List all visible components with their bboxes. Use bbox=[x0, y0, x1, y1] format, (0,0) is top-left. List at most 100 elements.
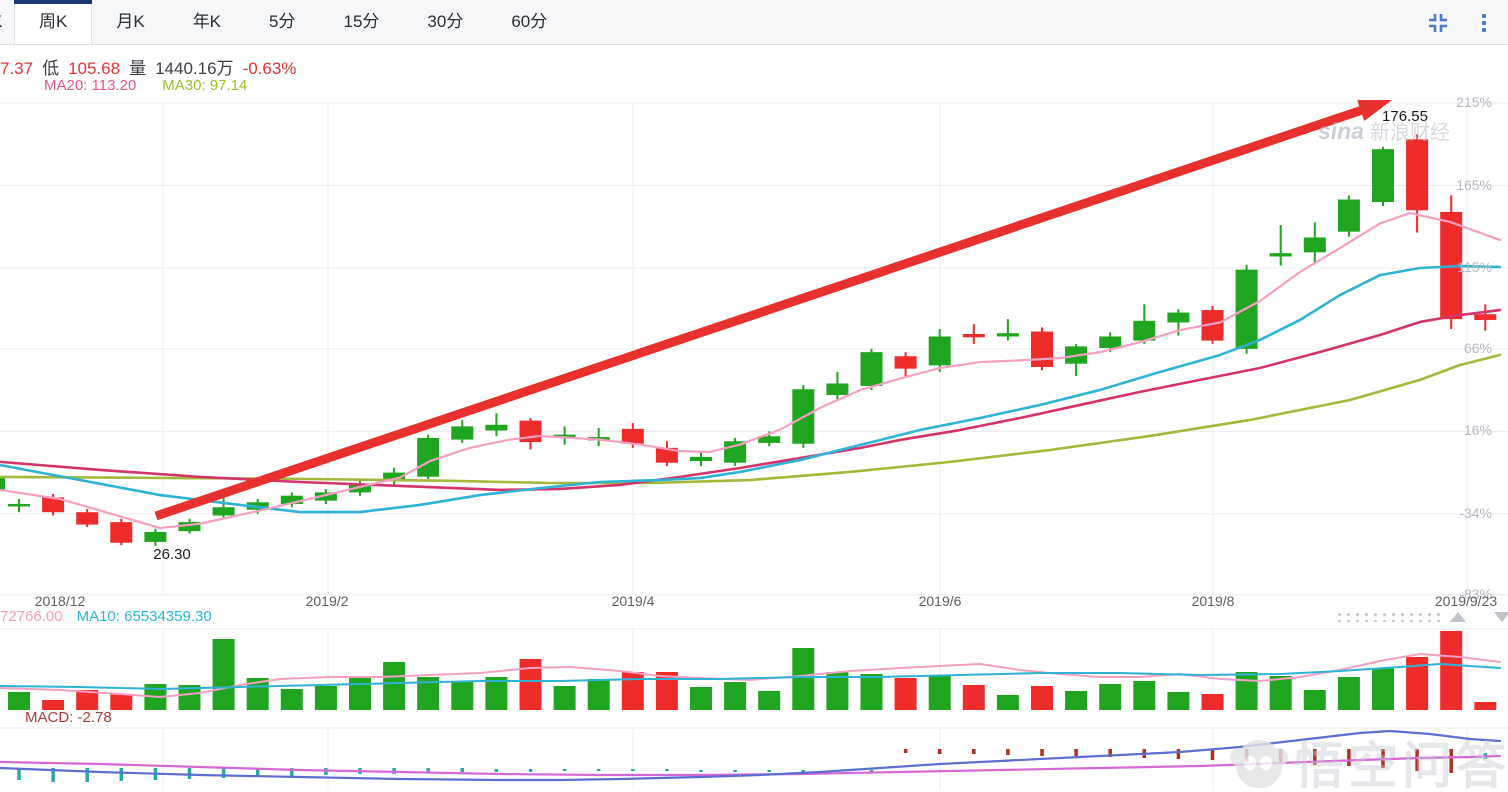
more-menu-icon[interactable] bbox=[1472, 11, 1496, 35]
candle-body bbox=[1201, 310, 1224, 341]
macd-hist-bar bbox=[221, 768, 226, 778]
macd-hist-bar bbox=[733, 770, 737, 772]
candle-body bbox=[655, 447, 678, 463]
ma20-line bbox=[0, 308, 1502, 492]
volume-bar bbox=[485, 677, 508, 710]
macd-hist-bar bbox=[767, 770, 771, 772]
tab-年K[interactable]: 年K bbox=[192, 12, 222, 31]
macd-hist-bar bbox=[1176, 749, 1181, 759]
macd-hist-bar bbox=[937, 749, 942, 754]
candle-body bbox=[1099, 336, 1122, 349]
volume-bar bbox=[553, 686, 576, 710]
candle-body bbox=[485, 424, 508, 431]
compress-icon[interactable] bbox=[1426, 11, 1450, 35]
tab-15分[interactable]: 15分 bbox=[343, 12, 380, 31]
volume-bar bbox=[655, 672, 678, 710]
macd-hist-bar bbox=[699, 770, 703, 772]
scroll-dots-handle[interactable] bbox=[1334, 610, 1444, 622]
volume-bar bbox=[417, 677, 440, 710]
volume-bar bbox=[451, 682, 474, 710]
macd-hist-bar bbox=[1449, 749, 1453, 773]
macd-dif-line bbox=[0, 729, 1502, 782]
candle-body bbox=[962, 334, 985, 338]
macd-hist-bar bbox=[1415, 749, 1419, 771]
volume-bar bbox=[826, 672, 849, 710]
scroll-down-triangle-icon[interactable] bbox=[1494, 612, 1508, 622]
candle-body bbox=[1269, 253, 1292, 257]
volume-ma-row: 72766.00 MA10: 65534359.30 bbox=[0, 608, 226, 625]
volume-bar bbox=[1065, 691, 1088, 710]
y-tick--34%: -34% bbox=[1459, 504, 1492, 521]
volume-bar bbox=[314, 686, 337, 710]
candle-body bbox=[1406, 139, 1429, 211]
sina-logo-text: sina bbox=[1318, 118, 1365, 144]
tab-周K[interactable]: 周K bbox=[14, 0, 93, 44]
vol-ma-label-0: 72766.00 bbox=[0, 608, 63, 625]
candle-body bbox=[383, 472, 406, 481]
volume-bar bbox=[178, 685, 201, 710]
candle-body bbox=[110, 522, 133, 543]
candle-body bbox=[1031, 331, 1053, 367]
y-tick-115%: 115% bbox=[1457, 259, 1492, 275]
candle-body bbox=[690, 456, 712, 462]
volume-bar bbox=[8, 692, 30, 710]
compress-icon-glyph bbox=[1429, 13, 1447, 32]
volume-bar bbox=[1201, 694, 1224, 710]
ma-labels-row: MA20: 113.20 MA30: 97.14 bbox=[44, 77, 273, 94]
macd-hist-bar bbox=[255, 768, 260, 777]
chart-canvas[interactable] bbox=[0, 45, 1508, 792]
volume-bar bbox=[860, 674, 883, 710]
macd-dea-line bbox=[0, 754, 1502, 777]
ma5-line bbox=[0, 211, 1502, 530]
candle-body bbox=[826, 383, 849, 396]
candle-body bbox=[451, 426, 474, 440]
trend-arrow-line bbox=[154, 104, 1366, 521]
tab-5分[interactable]: 5分 bbox=[269, 12, 296, 31]
volume-bar bbox=[1099, 684, 1122, 710]
volume-bar bbox=[349, 676, 371, 710]
macd-hist-bar bbox=[972, 749, 976, 754]
macd-label: MACD: -2.78 bbox=[25, 709, 112, 726]
tab-partial[interactable]: K bbox=[0, 0, 14, 44]
quote-field-4: 1440.16万 bbox=[155, 59, 234, 78]
macd-hist-bar bbox=[801, 770, 806, 772]
volume-bar bbox=[1133, 681, 1156, 710]
volume-ma10-line bbox=[0, 663, 1501, 690]
macd-hist-bar bbox=[1040, 749, 1044, 756]
tab-30分[interactable]: 30分 bbox=[427, 12, 464, 31]
candle-body bbox=[8, 503, 30, 507]
candle-body bbox=[314, 492, 337, 501]
tab-月K[interactable]: 月K bbox=[116, 12, 145, 31]
macd-hist-bar bbox=[51, 768, 55, 782]
volume-bar bbox=[928, 675, 951, 710]
candle-body bbox=[349, 484, 371, 493]
macd-hist-bar bbox=[460, 768, 465, 772]
tab-60分[interactable]: 60分 bbox=[511, 12, 548, 31]
x-tick-2019/4: 2019/4 bbox=[611, 593, 655, 609]
ma-label-0: MA20: 113.20 bbox=[44, 77, 137, 94]
macd-hist-bar bbox=[187, 768, 192, 779]
volume-bar bbox=[110, 694, 133, 710]
candle-body bbox=[1337, 199, 1360, 232]
volume-bar bbox=[1406, 657, 1429, 710]
sina-cn-text: 新浪财经 bbox=[1370, 122, 1451, 144]
candle-body bbox=[1133, 320, 1156, 341]
volume-bar bbox=[1337, 677, 1360, 710]
candle-body bbox=[928, 336, 951, 366]
candle-body bbox=[1303, 237, 1326, 253]
volume-bar bbox=[587, 679, 610, 710]
x-tick-2019/2: 2019/2 bbox=[305, 593, 349, 609]
x-tick-2018/12: 2018/12 bbox=[34, 593, 86, 609]
quote-field-1: 低 bbox=[42, 59, 60, 78]
scroll-up-triangle-icon[interactable] bbox=[1450, 612, 1466, 622]
macd-hist-bar bbox=[119, 768, 124, 781]
volume-bar bbox=[724, 682, 747, 710]
y-tick--83%: -83% bbox=[1459, 585, 1492, 602]
volume-bar bbox=[1440, 631, 1463, 710]
quote-field-0: 7.37 bbox=[0, 59, 34, 78]
volume-bar bbox=[1474, 702, 1497, 710]
low-price-label: 26.30 bbox=[153, 546, 191, 563]
candle-body bbox=[758, 436, 781, 443]
candle-body bbox=[621, 428, 644, 444]
